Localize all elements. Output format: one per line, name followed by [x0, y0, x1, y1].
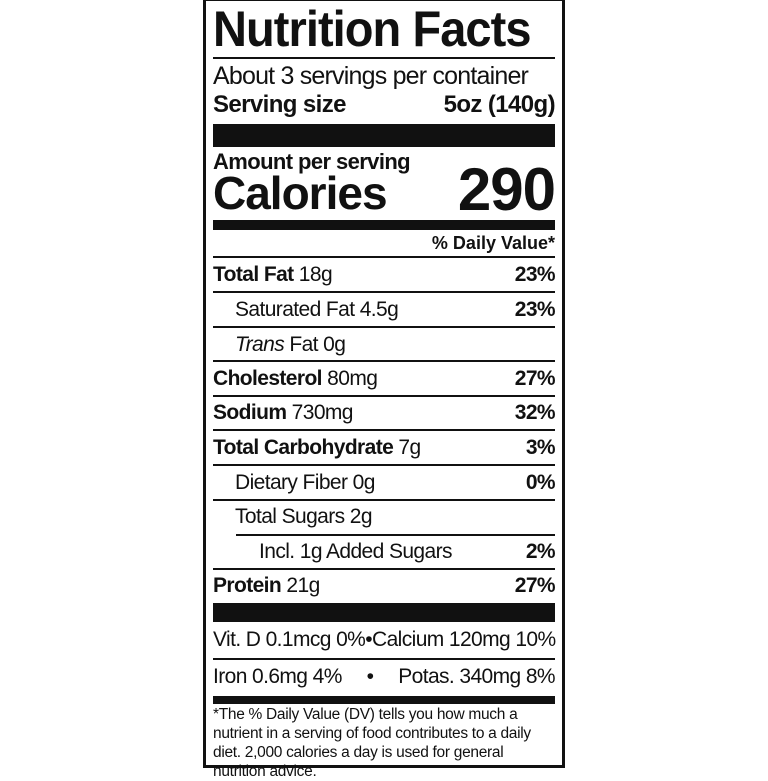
serving-size: Serving size 5oz (140g) [213, 90, 556, 120]
divider [213, 360, 555, 362]
calories-row: Calories 290 [213, 156, 556, 223]
divider [213, 395, 555, 397]
label-title: Nutrition Facts [213, 1, 531, 57]
divider [213, 464, 555, 466]
nutrient-row-total-sugars: Total Sugars 2g [235, 505, 373, 528]
divider [213, 499, 555, 501]
nutrient-row-total-fat: Total Fat 18g 23% [213, 263, 556, 286]
divider [213, 429, 555, 431]
thick-divider [213, 603, 555, 622]
vitamin-row-1: Vit. D 0.1mcg 0% • Calcium 120mg 10% [213, 628, 556, 651]
calories-label: Calories [213, 167, 388, 219]
calories-value: 290 [457, 156, 556, 223]
divider [213, 57, 555, 59]
nutrient-row-sodium: Sodium 730mg 32% [213, 401, 556, 424]
divider [213, 326, 555, 328]
nutrient-row-cholesterol: Cholesterol 80mg 27% [213, 367, 556, 390]
divider [213, 291, 555, 293]
nutrient-row-total-carbohydrate: Total Carbohydrate 7g 3% [213, 436, 556, 459]
divider [213, 256, 555, 258]
serving-size-label: Serving size [213, 91, 346, 118]
divider [213, 568, 555, 570]
thick-divider [213, 696, 555, 704]
thick-divider [213, 124, 555, 147]
nutrient-row-dietary-fiber: Dietary Fiber 0g 0% [235, 471, 556, 494]
footnote: *The % Daily Value (DV) tells you how mu… [213, 706, 531, 780]
vitamin-row-2: Iron 0.6mg 4% • Potas. 340mg 8% [213, 665, 556, 688]
serving-size-value: 5oz (140g) [443, 91, 556, 118]
nutrient-row-added-sugars: Incl. 1g Added Sugars 2% [259, 540, 556, 563]
thick-divider [213, 220, 555, 230]
nutrient-row-protein: Protein 21g 27% [213, 574, 556, 597]
amount-per-serving: Amount per serving [213, 149, 411, 174]
nutrient-row-trans-fat: Trans Fat 0g [235, 333, 346, 356]
divider [236, 534, 555, 536]
nutrient-row-saturated-fat: Saturated Fat 4.5g 23% [235, 298, 556, 321]
servings-per-container: About 3 servings per container [213, 62, 529, 90]
divider [213, 658, 555, 660]
nutrition-facts-label: Nutrition Facts About 3 servings per con… [203, 0, 565, 780]
daily-value-header: % Daily Value* [431, 233, 555, 253]
